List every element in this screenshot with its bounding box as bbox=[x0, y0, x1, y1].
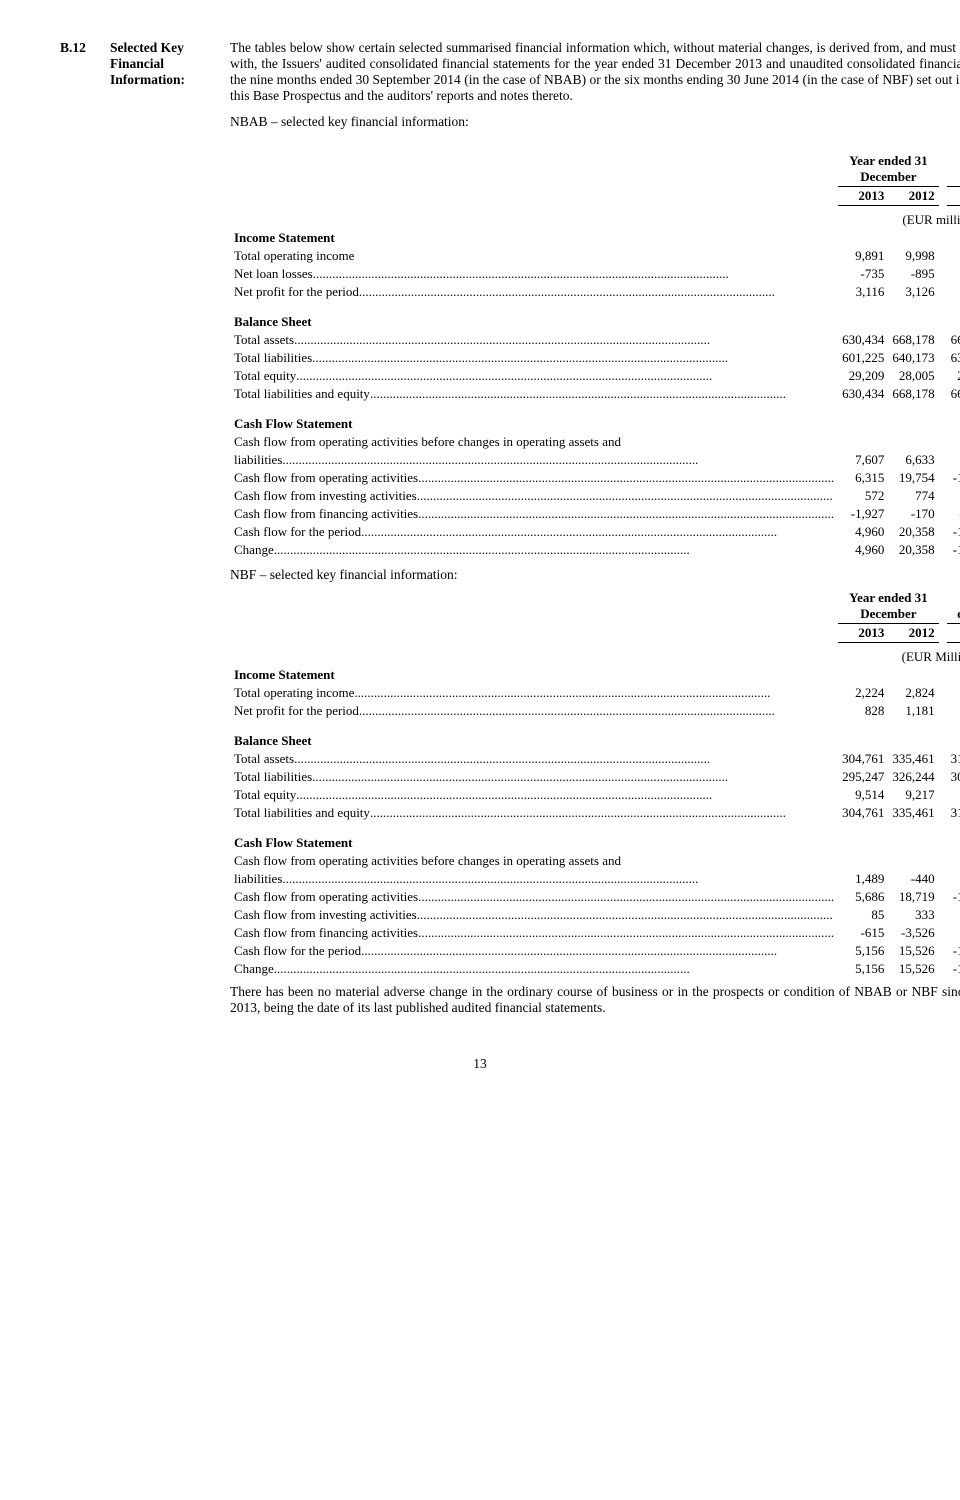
nbf-title: NBF – selected key financial information… bbox=[230, 567, 960, 583]
nbab-title: NBAB – selected key financial informatio… bbox=[230, 114, 960, 130]
page-number: 13 bbox=[60, 1056, 900, 1072]
section-content: The tables below show certain selected s… bbox=[230, 40, 960, 1026]
section-row: B.12 Selected Key Financial Information:… bbox=[60, 40, 900, 1026]
nbab-table: Year ended 31 DecemberNine months ended … bbox=[230, 136, 960, 559]
section-label: Selected Key Financial Information: bbox=[110, 40, 230, 88]
closing-text: There has been no material adverse chang… bbox=[230, 984, 960, 1016]
nbf-table: Year ended 31 DecemberSix months ended 3… bbox=[230, 589, 960, 978]
intro-text: The tables below show certain selected s… bbox=[230, 40, 960, 104]
section-id: B.12 bbox=[60, 40, 110, 56]
